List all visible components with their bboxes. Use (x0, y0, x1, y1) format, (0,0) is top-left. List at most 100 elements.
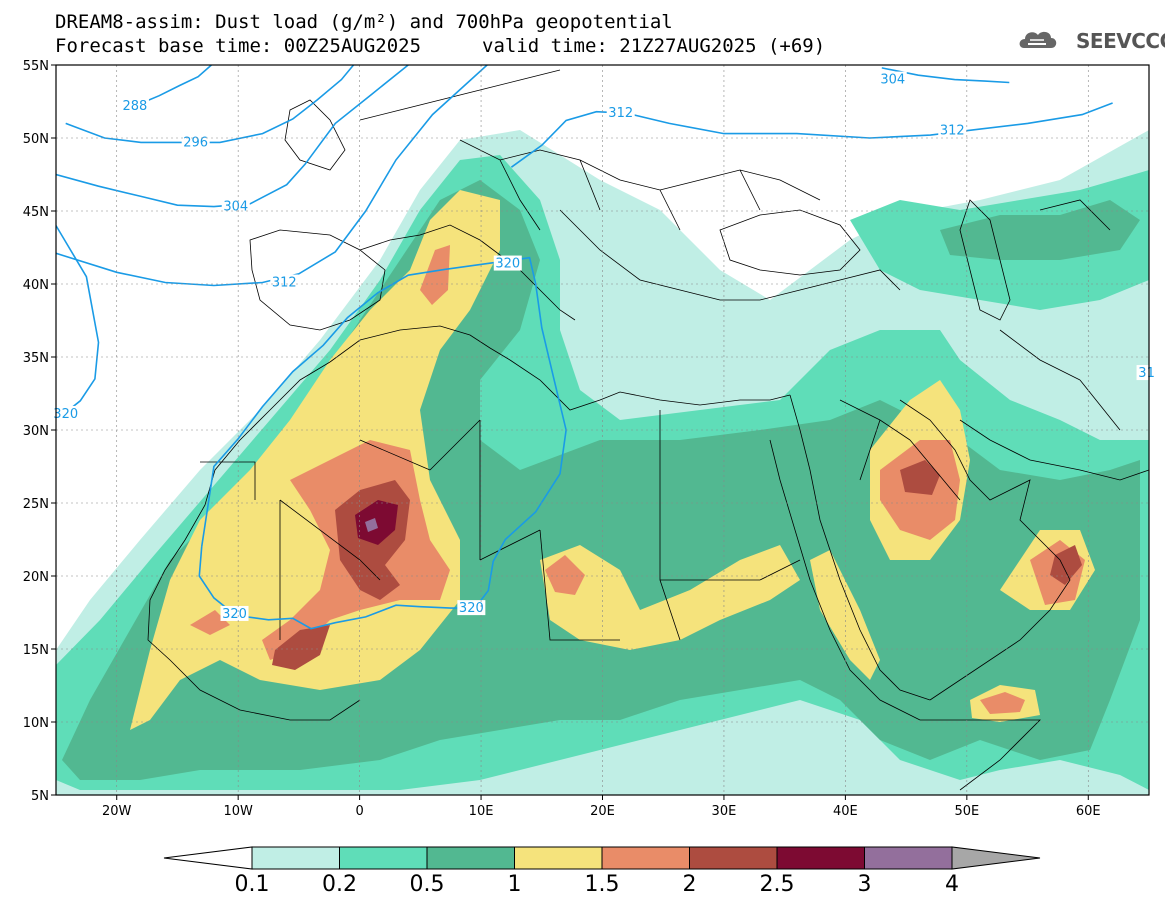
isoline-312a (56, 65, 488, 287)
isoline-304 (56, 65, 409, 208)
cloud-logo-icon (1019, 31, 1057, 48)
colorbar-label: 3 (858, 872, 872, 897)
borders-middle-east (839, 199, 1121, 501)
contour-label-background (221, 198, 250, 214)
dust-field (56, 130, 1149, 795)
coastline-france-italy (359, 224, 576, 321)
lat-tick-label: 15N (23, 643, 49, 658)
logo-text: SEEVCCC (1076, 29, 1165, 53)
contour-label: 31 (1138, 366, 1155, 381)
coastline-redsea-africa (769, 439, 921, 721)
coastline-arabia-gulf (899, 399, 1071, 701)
coastline-iberia (249, 229, 386, 331)
coastline-north-africa (329, 325, 791, 411)
dust-band-1.5-d (545, 555, 585, 595)
contour-label-background (938, 122, 967, 138)
coastline-black-sea (719, 209, 861, 276)
forecast-base-time: Forecast base time: 00Z25AUG2025 (55, 35, 422, 57)
colorbar-segment (601, 846, 690, 870)
dust-band-2-arabia (900, 460, 940, 495)
contour-label: 320 (495, 257, 520, 272)
coastlines-and-borders (147, 69, 1149, 791)
contour-label-background (878, 71, 907, 87)
dust-band-0.5-caspian (940, 200, 1140, 260)
colorbar-labels: 0.1 0.2 0.5 1 1.5 2 2.5 3 4 (235, 872, 960, 897)
dust-band-1.5-b (190, 610, 230, 635)
lon-tick-label: 40E (833, 804, 858, 819)
lat-tick-label: 40N (23, 278, 49, 293)
contour-label: 312 (608, 106, 633, 121)
lat-tick-label: 50N (23, 132, 49, 147)
geopotential-contour-labels: 288 296 304 312 320 312 304 312 320 320 320 31 (51, 71, 1157, 622)
lon-tick-label: 10W (223, 804, 253, 819)
colorbar-label: 4 (945, 872, 959, 897)
colorbar-segment (426, 846, 515, 870)
lat-tick-label: 45N (23, 205, 49, 220)
colorbar-segment (339, 846, 428, 870)
isoline-312b (510, 102, 1113, 168)
coastline-europe-north (359, 69, 561, 121)
dust-band-2.5 (355, 500, 398, 545)
colorbar-over-triangle (951, 846, 1041, 870)
longitude-ticks: 20W 10W 0 10E 20E 30E 40E 50E 60E (102, 795, 1101, 819)
lat-tick-label: 20N (23, 570, 49, 585)
lon-tick-label: 20E (590, 804, 615, 819)
dust-band-3 (365, 518, 378, 532)
grid-lines (56, 65, 1149, 795)
lat-tick-label: 30N (23, 424, 49, 439)
lon-tick-label: 20W (102, 804, 132, 819)
colorbar-segment (514, 846, 603, 870)
isoline-320b (198, 256, 567, 630)
lon-tick-label: 10E (469, 804, 494, 819)
dust-band-2-sahel (272, 625, 330, 670)
coastline-horn (920, 719, 1041, 791)
contour-label-background (606, 105, 635, 121)
dust-band-1.5-f (980, 692, 1025, 714)
colorbar-under-triangle (163, 846, 253, 870)
colorbar-segment (689, 846, 778, 870)
contour-label: 296 (183, 135, 208, 150)
colorbar-label: 1.5 (585, 872, 620, 897)
lon-tick-label: 30E (712, 804, 737, 819)
coastline-caspian (959, 199, 1011, 321)
contour-label-background (51, 405, 80, 421)
contour-label-background (120, 97, 149, 113)
lat-tick-label: 10N (23, 716, 49, 731)
contour-label-background (457, 600, 486, 616)
lat-tick-label: 5N (31, 789, 49, 804)
contour-label: 320 (459, 601, 484, 616)
contour-label: 320 (222, 607, 247, 622)
contour-label: 312 (940, 124, 965, 139)
coastline-levant-redsea (789, 394, 931, 701)
dust-band-2-oman (1050, 545, 1082, 585)
contour-label: 304 (880, 73, 905, 88)
colorbar-label: 2 (683, 872, 697, 897)
coastline-balkans-turkey (559, 209, 901, 301)
lat-tick-label: 25N (23, 497, 49, 512)
borders-europe (459, 139, 821, 231)
lat-tick-label: 35N (23, 351, 49, 366)
colorbar-label: 0.5 (410, 872, 445, 897)
colorbar-segment (864, 846, 953, 870)
colorbar-label: 2.5 (760, 872, 795, 897)
dust-band-0.1-arabia (840, 280, 1149, 460)
lon-tick-label: 60E (1076, 804, 1101, 819)
valid-time: valid time: 21Z27AUG2025 (+69) (482, 35, 826, 57)
contour-label: 312 (272, 276, 297, 291)
dust-band-1-redsea (810, 550, 880, 680)
colorbar-segment (776, 846, 865, 870)
contour-label: 320 (53, 407, 78, 422)
contour-label: 304 (223, 200, 248, 215)
map-title: DREAM8-assim: Dust load (g/m²) and 700hP… (55, 11, 673, 33)
lon-tick-label: 0 (355, 804, 363, 819)
coastline-iran (959, 419, 1149, 481)
contour-label-background (220, 605, 249, 621)
colorbar-segment (251, 846, 340, 870)
isoline-320a (56, 225, 100, 417)
borders-africa (200, 410, 801, 641)
latitude-ticks: 5N 10N 15N 20N 25N 30N 35N 40N 45N 50N 55N (23, 59, 56, 804)
dust-band-1.5-a (420, 245, 450, 305)
colorbar-label: 0.1 (235, 872, 270, 897)
isoline-288 (134, 65, 212, 107)
